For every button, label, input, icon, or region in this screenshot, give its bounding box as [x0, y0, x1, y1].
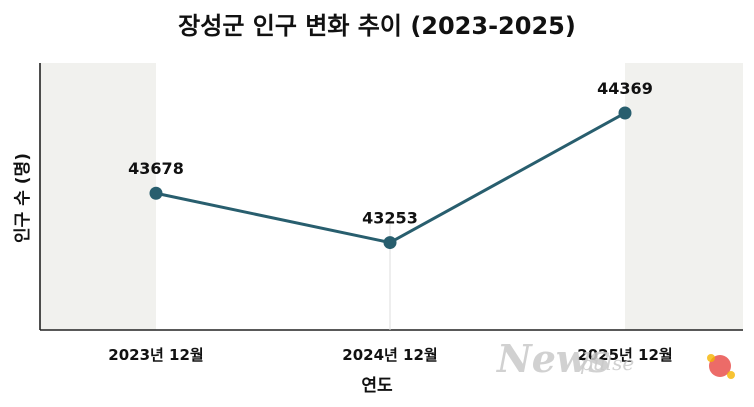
x-tick-label-1: 2023년 12월 [108, 346, 203, 364]
data-label-3: 44369 [597, 79, 653, 98]
data-point-2 [383, 236, 397, 250]
x-tick-labels: 2023년 12월 2024년 12월 2025년 12월 [108, 346, 672, 364]
y-axis-title: 인구 수 (명) [13, 153, 33, 243]
x-axis-title: 연도 [361, 376, 393, 396]
chart-title: 장성군 인구 변화 추이 (2023-2025) [178, 12, 576, 40]
watermark-badge-icon [709, 355, 731, 377]
data-points [149, 106, 632, 250]
newspulse-watermark-logo: News pulse [496, 336, 735, 381]
data-label-1: 43678 [128, 159, 184, 178]
data-point-1 [149, 186, 163, 200]
shade-right [625, 63, 743, 330]
data-labels: 43678 43253 44369 [128, 79, 653, 228]
x-tick-label-3: 2025년 12월 [577, 346, 672, 364]
data-point-3 [618, 106, 632, 120]
x-tick-label-2: 2024년 12월 [342, 346, 437, 364]
svg-text:News: News [496, 336, 610, 381]
svg-text:pulse: pulse [580, 351, 634, 375]
data-label-2: 43253 [362, 209, 418, 228]
shade-left [40, 63, 156, 330]
